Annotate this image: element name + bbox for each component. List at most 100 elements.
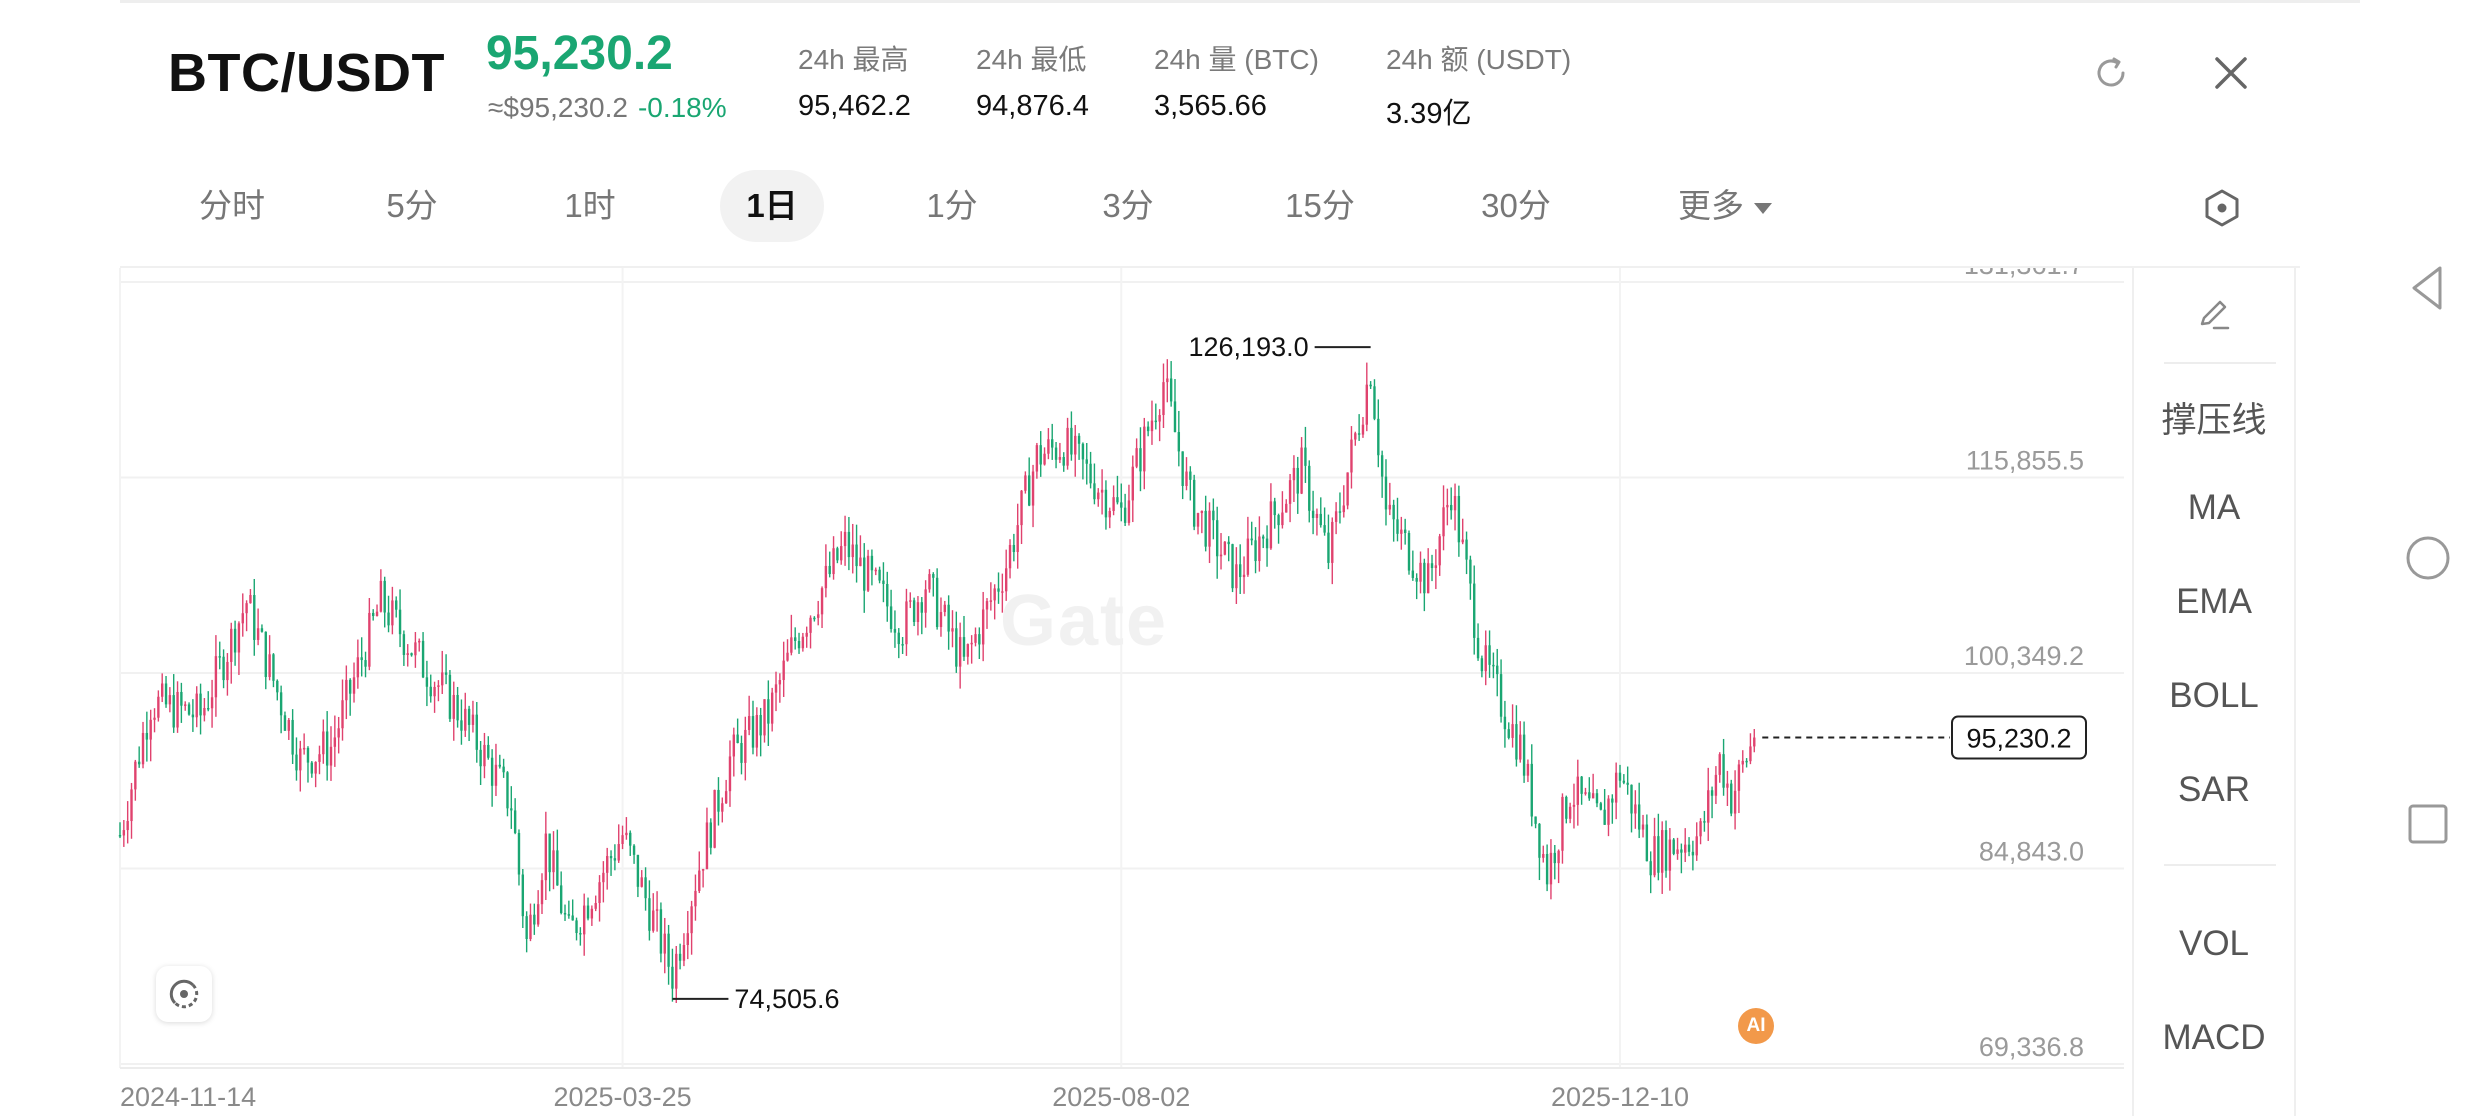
candle-body: [763, 699, 766, 736]
tab-3m[interactable]: 3分: [1102, 187, 1154, 224]
candle-body: [368, 612, 371, 667]
candle-body: [559, 885, 563, 913]
candle-body: [943, 604, 947, 613]
candle-body: [214, 656, 218, 698]
candle-body: [1173, 401, 1177, 433]
candle-body: [1507, 729, 1510, 738]
stat-24h-turnover: 24h 额 (USDT) 3.39亿: [1386, 38, 1571, 132]
candle-body: [1400, 529, 1403, 534]
tab-more[interactable]: 更多: [1660, 170, 1790, 242]
candle-body: [1273, 501, 1276, 516]
tab-5m[interactable]: 5分: [386, 187, 438, 224]
indicator-boll[interactable]: BOLL: [2169, 676, 2259, 715]
candle-body: [498, 764, 501, 767]
tab-time-share[interactable]: 分时: [199, 187, 265, 224]
refresh-button[interactable]: [2086, 48, 2136, 98]
home-circle-icon[interactable]: [2400, 530, 2456, 586]
tab-30m[interactable]: 30分: [1481, 187, 1551, 224]
candle-body: [759, 714, 762, 736]
x-axis-label: 2025-03-25: [553, 1082, 691, 1112]
candle-body: [302, 747, 306, 750]
candle-body: [1703, 821, 1706, 823]
candle-body: [740, 743, 743, 763]
candle-body: [429, 686, 432, 697]
stat-label: 24h 最低: [976, 44, 1087, 75]
candle-body: [164, 683, 168, 705]
candle-body: [690, 906, 693, 934]
price-change-percent: -0.18%: [637, 92, 727, 123]
candle-body: [1158, 415, 1161, 422]
stat-24h-low: 24h 最低 94,876.4: [976, 38, 1089, 123]
candle-body: [237, 623, 241, 653]
candle-body: [314, 761, 317, 774]
candle-body: [1465, 539, 1468, 560]
candle-body: [1081, 443, 1085, 460]
candle-body: [1074, 435, 1077, 455]
indicator-ema[interactable]: EMA: [2176, 582, 2252, 621]
close-button[interactable]: [2206, 48, 2256, 98]
candle-body: [1622, 780, 1626, 783]
candle-body: [1035, 445, 1039, 472]
candle-body: [360, 657, 363, 661]
back-triangle-icon[interactable]: [2400, 260, 2456, 316]
candle-body: [513, 810, 517, 833]
tab-1d[interactable]: 1日: [720, 170, 824, 242]
indicator-sar[interactable]: SAR: [2178, 770, 2250, 809]
y-axis-label: 115,855.5: [1966, 445, 2084, 475]
candle-body: [548, 833, 551, 873]
candle-body: [889, 606, 893, 629]
chart-settings-button[interactable]: [2196, 182, 2248, 234]
candle-body: [713, 789, 716, 848]
ai-badge[interactable]: AI: [1738, 1008, 1774, 1044]
candle-body: [529, 914, 532, 940]
candle-body: [1277, 515, 1280, 526]
low-label: 74,505.6: [734, 984, 839, 1014]
candle-body: [1131, 466, 1134, 501]
indicator-vol[interactable]: VOL: [2178, 924, 2250, 963]
candle-body: [1480, 658, 1484, 672]
candle-body: [924, 589, 927, 613]
indicator-support-resistance[interactable]: 撑压线: [2161, 401, 2267, 440]
candlestick-chart[interactable]: 131,361.7 115,855.5 100,349.2 84,843.0 69,33…: [0, 268, 2132, 1116]
candle-body: [1196, 513, 1200, 527]
tab-1h[interactable]: 1时: [564, 187, 616, 224]
candle-body: [1568, 806, 1572, 819]
indicator-ma[interactable]: MA: [2187, 488, 2241, 527]
candle-body: [1327, 532, 1330, 563]
candle-body: [1657, 836, 1660, 873]
candle-body: [291, 719, 294, 755]
candle-body: [817, 614, 820, 618]
candle-body: [1016, 525, 1019, 553]
candle-body: [1338, 511, 1342, 513]
candle-body: [141, 732, 145, 765]
y-axis-label: 131,361.7: [1964, 268, 2084, 280]
tab-15m[interactable]: 15分: [1285, 187, 1355, 224]
candle-body: [728, 756, 732, 792]
candle-body: [479, 749, 482, 767]
indicator-macd[interactable]: MACD: [2162, 1018, 2266, 1057]
candle-body: [1281, 512, 1284, 526]
candle-body: [410, 653, 413, 656]
candle-body: [625, 832, 628, 836]
chart-reset-button[interactable]: [156, 966, 212, 1022]
candle-body: [621, 835, 624, 845]
candle-body: [698, 870, 701, 891]
candle-body: [598, 882, 601, 904]
candle-body: [1538, 823, 1541, 858]
candle-body: [1668, 839, 1672, 871]
candle-body: [1599, 803, 1603, 810]
candle-body: [318, 754, 321, 762]
rotate-icon: [169, 979, 199, 1009]
candle-body: [157, 696, 160, 718]
candle-body: [721, 803, 724, 812]
candle-body: [793, 637, 797, 641]
candle-body: [736, 734, 739, 744]
candle-body: [322, 731, 325, 755]
draw-tool-button[interactable]: [2134, 294, 2294, 343]
candle-body: [709, 822, 712, 848]
candle-body: [283, 715, 287, 731]
candle-body: [751, 716, 755, 748]
tab-1m[interactable]: 1分: [926, 187, 978, 224]
recents-square-icon[interactable]: [2400, 796, 2456, 852]
candle-body: [310, 762, 314, 774]
